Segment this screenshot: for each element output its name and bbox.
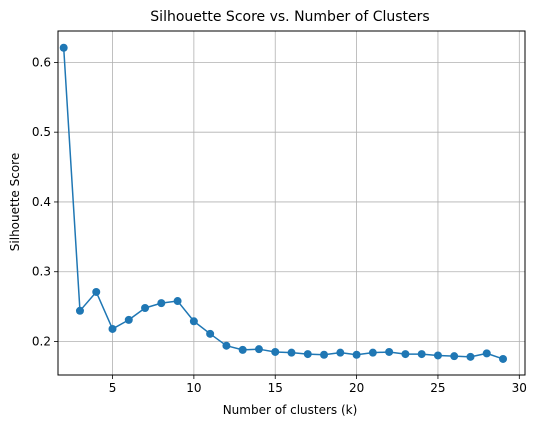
x-tick-label: 25: [430, 381, 445, 395]
y-axis-label: Silhouette Score: [8, 153, 22, 251]
y-tick-label: 0.5: [32, 125, 51, 139]
data-point: [287, 348, 296, 357]
data-point: [173, 297, 182, 306]
data-point: [466, 352, 475, 361]
data-point: [271, 347, 280, 356]
x-axis-label: Number of clusters (k): [223, 403, 358, 417]
data-point: [336, 348, 345, 357]
plot-frame: [57, 30, 526, 376]
y-tick-label: 0.4: [32, 195, 51, 209]
data-point: [238, 345, 247, 354]
data-point: [254, 345, 263, 354]
data-point: [320, 350, 329, 359]
y-tick-label: 0.2: [32, 335, 51, 349]
data-point: [368, 348, 377, 357]
x-tick-label: 30: [512, 381, 527, 395]
x-axis-ticks: 5 10 15 20 25 30: [109, 375, 527, 395]
data-point: [124, 315, 133, 324]
data-point: [385, 347, 394, 356]
data-point: [222, 341, 231, 350]
data-point: [450, 352, 459, 361]
data-point: [189, 317, 198, 326]
data-series: [59, 43, 508, 363]
data-point: [75, 306, 84, 315]
data-point: [206, 329, 215, 338]
series-line: [62, 47, 504, 360]
data-point: [417, 350, 426, 359]
y-tick-label: 0.6: [32, 55, 51, 69]
data-point: [303, 350, 312, 359]
y-axis-ticks: 0.2 0.3 0.4 0.5 0.6: [32, 55, 58, 349]
data-point: [433, 351, 442, 360]
data-point: [92, 287, 101, 296]
data-point: [59, 43, 68, 52]
y-tick-label: 0.3: [32, 265, 51, 279]
grid-lines: [58, 31, 525, 375]
data-point: [108, 324, 117, 333]
data-point: [141, 304, 150, 313]
data-point: [352, 350, 361, 359]
data-point: [157, 299, 166, 308]
data-point: [499, 354, 508, 363]
x-tick-label: 15: [268, 381, 283, 395]
x-tick-label: 20: [349, 381, 364, 395]
data-point: [401, 350, 410, 359]
x-tick-label: 5: [109, 381, 117, 395]
chart-title: Silhouette Score vs. Number of Clusters: [150, 9, 429, 25]
data-point: [482, 349, 491, 358]
x-tick-label: 10: [186, 381, 201, 395]
